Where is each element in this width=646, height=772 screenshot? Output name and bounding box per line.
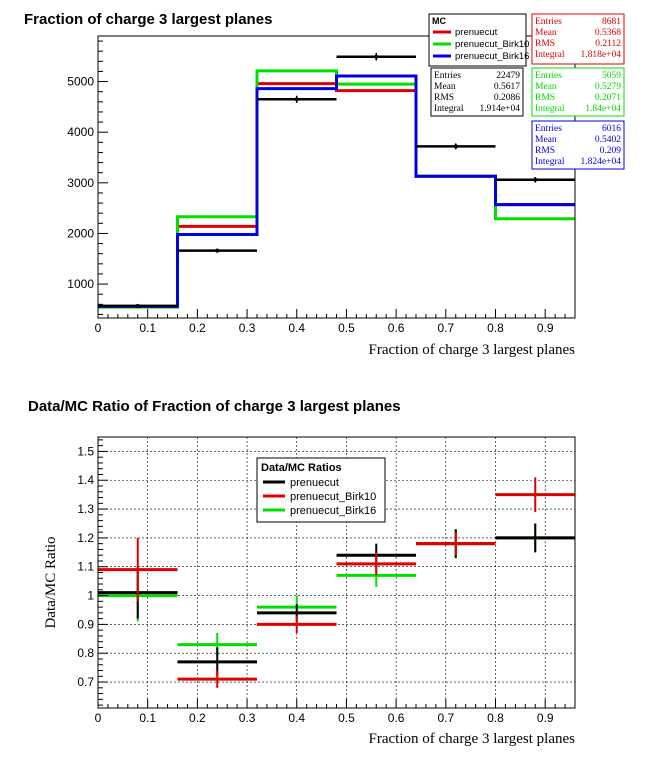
chart1-data-point: [215, 248, 220, 253]
chart2-legend-label: prenuecut: [290, 477, 339, 489]
chart1-stat-value: 0.5402: [595, 135, 621, 145]
chart2-legend-title: Data/MC Ratios: [261, 462, 342, 474]
chart1-ytick-label: 2000: [67, 226, 94, 240]
chart2-xtick-label: 0.5: [338, 711, 355, 725]
chart1-stat-value: 8681: [602, 17, 621, 27]
chart1-stat-key: Entries: [535, 124, 562, 134]
chart1-stat-value: 0.2112: [595, 39, 621, 49]
chart2-xtick-label: 0.6: [388, 711, 405, 725]
chart2-yaxis-label: Data/MC Ratio: [43, 536, 59, 628]
chart1-stat-key: Entries: [535, 71, 562, 81]
chart1-ytick-label: 1000: [67, 277, 94, 291]
chart2-ytick-label: 0.8: [77, 646, 94, 660]
chart1-xtick-label: 0.3: [239, 321, 256, 335]
chart1-stat-box: [430, 67, 524, 117]
chart1-stat-value: 1.824e+04: [581, 157, 622, 167]
chart2-ytick-label: 1.5: [77, 444, 94, 458]
chart1-stat-value: 6016: [602, 124, 621, 134]
chart1-stat-key: Integral: [434, 104, 464, 114]
chart2-ytick-label: 1.2: [77, 531, 94, 545]
chart2-ytick-label: 1.1: [77, 560, 94, 574]
chart1-ytick-label: 3000: [67, 176, 94, 190]
chart1-xtick-label: 0: [95, 321, 102, 335]
chart1-legend-label: prenuecut_Birk10: [455, 39, 529, 50]
chart2-xtick-label: 0.3: [239, 711, 256, 725]
chart1-stat-key: Entries: [535, 17, 562, 27]
chart1-stat-value: 0.5279: [595, 82, 621, 92]
chart1-stat-value: 0.209: [600, 146, 622, 156]
chart1-stat-key: Mean: [535, 28, 557, 38]
chart1-xtick-label: 0.1: [139, 321, 156, 335]
chart1-stat-key: Integral: [535, 50, 565, 60]
chart2-xaxis-label: Fraction of charge 3 largest planes: [369, 731, 576, 747]
chart1-stat-value: 0.5617: [494, 82, 520, 92]
chart2-ytick-label: 1.4: [77, 473, 94, 487]
chart1-stat-key: RMS: [434, 93, 454, 103]
chart2-xtick-label: 0.9: [537, 711, 554, 725]
chart2-xtick-label: 0.2: [189, 711, 206, 725]
chart1-legend-label: prenuecut_Birk16: [455, 51, 529, 62]
chart1-stat-value: 0.2086: [494, 93, 520, 103]
chart1-legend-label: prenuecut: [455, 27, 498, 38]
chart1-stat-value: 1.914e+04: [480, 104, 521, 114]
chart1-xtick-label: 0.4: [288, 321, 305, 335]
chart1-stat-key: RMS: [535, 39, 555, 49]
chart1-xtick-label: 0.8: [487, 321, 504, 335]
chart1-data-point: [135, 303, 140, 308]
chart2-ytick-label: 0.7: [77, 675, 94, 689]
chart1-stat-key: Mean: [535, 135, 557, 145]
chart1-legend-title: MC: [432, 16, 446, 26]
chart1-xtick-label: 0.9: [537, 321, 554, 335]
chart1-data-point: [453, 144, 458, 149]
chart1-xtick-label: 0.7: [437, 321, 454, 335]
chart2-xtick-label: 0.4: [288, 711, 305, 725]
chart2-xtick-label: 0.7: [437, 711, 454, 725]
chart1-ytick-label: 5000: [67, 75, 94, 89]
chart1-data-point: [374, 54, 379, 59]
chart1-histogram-prenuecut: [98, 82, 575, 309]
chart1-stat-key: RMS: [535, 146, 555, 156]
chart2-xtick-label: 0.8: [487, 711, 504, 725]
chart1-stat-value: 1.84e+04: [585, 104, 621, 114]
chart1-stat-key: Mean: [535, 82, 557, 92]
chart1-stat-key: RMS: [535, 93, 555, 103]
chart1-stat-box: [531, 67, 625, 117]
chart1-stat-key: Mean: [434, 82, 456, 92]
chart1-title: Fraction of charge 3 largest planes: [24, 11, 272, 28]
chart1-stat-key: Integral: [535, 104, 565, 114]
chart2-ytick-label: 0.9: [77, 617, 94, 631]
chart1-stat-value: 0.2071: [595, 93, 621, 103]
chart2-ytick-label: 1.3: [77, 502, 94, 516]
chart1-stat-box: [531, 13, 625, 65]
chart2-legend-label: prenuecut_Birk10: [290, 491, 376, 503]
chart1-ytick-label: 4000: [67, 125, 94, 139]
chart1-stat-key: Entries: [434, 71, 461, 81]
chart1-xtick-label: 0.2: [189, 321, 206, 335]
chart1-xtick-label: 0.5: [338, 321, 355, 335]
chart1-stat-value: 0.5368: [595, 28, 621, 38]
chart1-stat-box: [531, 120, 625, 170]
chart2-legend-label: prenuecut_Birk16: [290, 505, 376, 517]
chart1-data-point: [533, 177, 538, 182]
chart2-title: Data/MC Ratio of Fraction of charge 3 la…: [28, 398, 401, 415]
chart1-stat-value: 5059: [602, 71, 621, 81]
chart1-stat-value: 1.818e+04: [581, 50, 622, 60]
chart1-xaxis-label: Fraction of charge 3 largest planes: [369, 342, 576, 358]
chart2-xtick-label: 0: [95, 711, 102, 725]
chart1-data-point: [294, 97, 299, 102]
chart1-xtick-label: 0.6: [388, 321, 405, 335]
chart2-ytick-label: 1: [87, 589, 94, 603]
chart1-stat-key: Integral: [535, 157, 565, 167]
chart1-stat-value: 22479: [496, 71, 520, 81]
chart2-xtick-label: 0.1: [139, 711, 156, 725]
